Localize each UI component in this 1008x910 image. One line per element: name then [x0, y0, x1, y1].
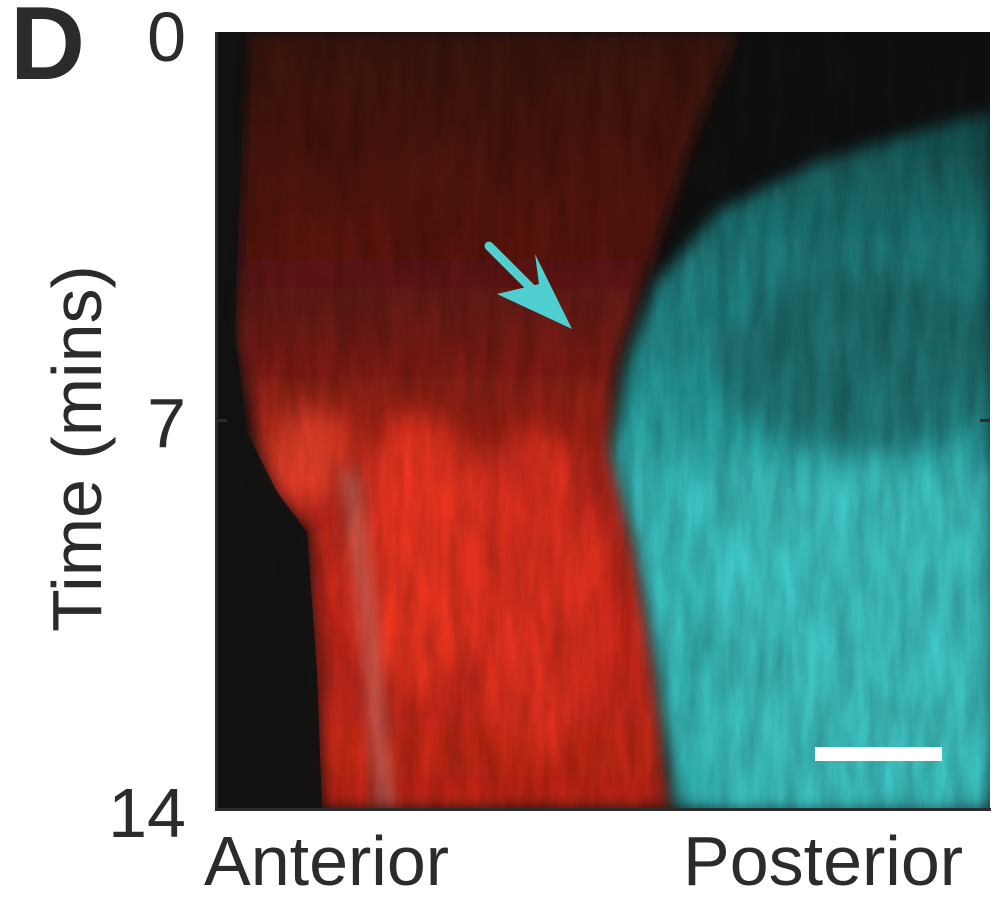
y-tick-0: 0: [147, 0, 186, 76]
y-axis-title: Time (mins): [38, 265, 116, 632]
scale-bar: [815, 747, 942, 761]
x-label-posterior: Posterior: [683, 822, 964, 900]
right-tick-mark-7: [980, 419, 990, 422]
y-tick-mark-7: [215, 419, 227, 422]
cyan-arrow-icon: [484, 241, 572, 329]
x-label-anterior: Anterior: [204, 822, 450, 900]
y-tick-7: 7: [147, 384, 186, 462]
panel-letter: D: [10, 0, 86, 102]
x-axis-line: [215, 808, 991, 811]
kymograph-image: [217, 32, 990, 809]
y-tick-14: 14: [108, 774, 186, 852]
